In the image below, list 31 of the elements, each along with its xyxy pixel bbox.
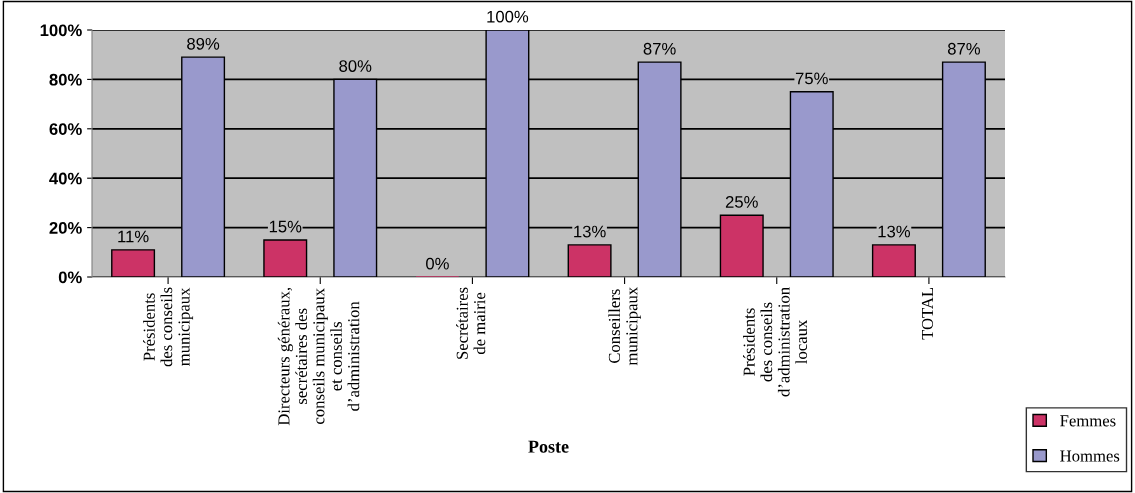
bar <box>567 244 612 277</box>
data-label: 87% <box>947 42 980 55</box>
x-axis-title: Poste <box>528 440 569 453</box>
y-tick-label: 60% <box>49 123 82 135</box>
y-tick-label: 100% <box>40 24 82 37</box>
legend-label: Femmes <box>1060 415 1116 427</box>
data-label: 13% <box>878 225 910 238</box>
bar <box>263 239 308 277</box>
data-label: 87% <box>643 42 676 55</box>
x-tick-label: Présidents des conseils municipaux <box>143 287 194 367</box>
data-label: 13% <box>574 225 606 238</box>
x-tick-label: Présidents des conseils d’administration locaux <box>743 287 808 397</box>
legend-label: Hommes <box>1060 450 1120 462</box>
bar <box>871 244 916 277</box>
data-label: 89% <box>187 37 220 50</box>
data-label: 11% <box>118 230 149 243</box>
data-label: 0% <box>426 257 449 270</box>
x-tick-label: Conseillers municipaux <box>608 287 641 366</box>
data-label: 75% <box>795 72 828 85</box>
y-tick-label: 40% <box>49 172 82 185</box>
x-tick-label: Directeurs généraux, secrétaires des conseils municipaux et conseils d’administration <box>277 287 360 426</box>
data-label: 80% <box>339 60 372 72</box>
x-tick-label: Secrétaires de mairie <box>456 287 486 359</box>
data-label: 25% <box>725 195 758 208</box>
data-label: 100% <box>487 10 529 23</box>
bar <box>111 249 156 277</box>
y-tick-label: 20% <box>49 222 82 234</box>
x-tick-label: TOTAL <box>921 287 934 340</box>
data-label: 15% <box>269 220 302 233</box>
y-tick-label: 0% <box>58 271 82 284</box>
y-tick-label: 80% <box>49 73 82 86</box>
